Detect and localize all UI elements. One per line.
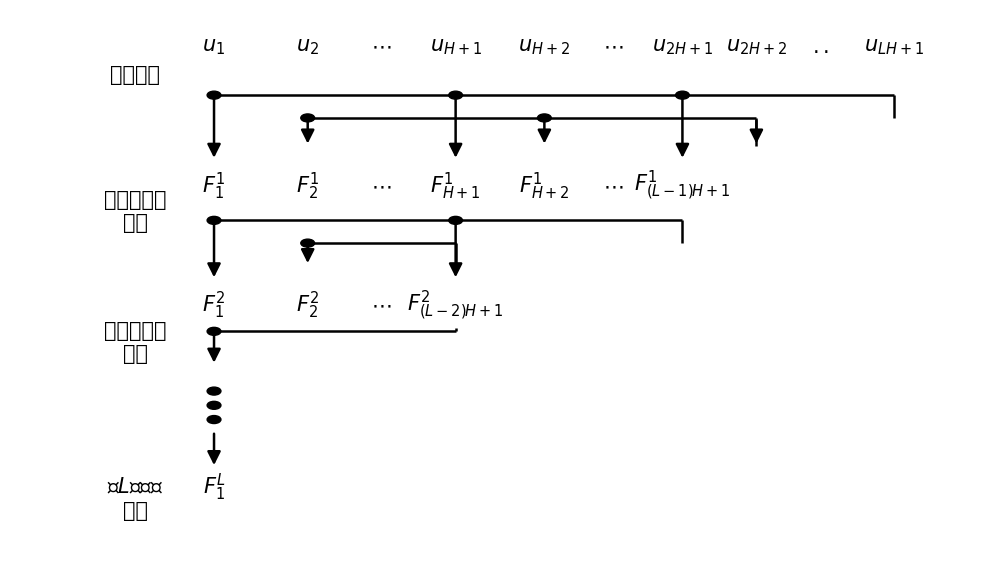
Text: $\cdots$: $\cdots$: [371, 176, 392, 196]
Text: 原始数据: 原始数据: [110, 65, 160, 85]
Text: $u_{H+2}$: $u_{H+2}$: [518, 37, 570, 57]
Text: $F_1^L$: $F_1^L$: [203, 472, 225, 504]
Text: $F_2^1$: $F_2^1$: [296, 171, 319, 202]
Circle shape: [207, 327, 221, 335]
Circle shape: [676, 91, 689, 99]
Text: $\cdots$: $\cdots$: [603, 176, 624, 196]
Text: $u_1$: $u_1$: [202, 37, 226, 57]
Text: $F_1^2$: $F_1^2$: [202, 290, 226, 321]
Circle shape: [207, 91, 221, 99]
Circle shape: [537, 114, 551, 122]
Circle shape: [449, 91, 463, 99]
Circle shape: [207, 216, 221, 224]
Text: $..$: $..$: [812, 37, 829, 57]
Text: 第$L$次迭代
结果: 第$L$次迭代 结果: [107, 477, 163, 521]
Text: $\cdots$: $\cdots$: [603, 37, 624, 57]
Text: $F_{H+1}^1$: $F_{H+1}^1$: [430, 171, 481, 202]
Text: $\cdots$: $\cdots$: [371, 37, 392, 57]
Text: $F_2^2$: $F_2^2$: [296, 290, 319, 321]
Circle shape: [207, 416, 221, 423]
Circle shape: [449, 216, 463, 224]
Text: $F_{H+2}^1$: $F_{H+2}^1$: [519, 171, 570, 202]
Text: $\cdots$: $\cdots$: [371, 296, 392, 316]
Circle shape: [301, 239, 315, 247]
Text: $F_{(L-1)H+1}^1$: $F_{(L-1)H+1}^1$: [634, 169, 731, 203]
Circle shape: [301, 114, 315, 122]
Text: $u_{H+1}$: $u_{H+1}$: [430, 37, 482, 57]
Circle shape: [207, 401, 221, 409]
Text: 第一次迭代
结果: 第一次迭代 结果: [104, 190, 166, 233]
Circle shape: [207, 387, 221, 395]
Text: $u_{2H+2}$: $u_{2H+2}$: [726, 37, 787, 57]
Text: $u_{2H+1}$: $u_{2H+1}$: [652, 37, 713, 57]
Text: $u_2$: $u_2$: [296, 37, 319, 57]
Text: $u_{LH+1}$: $u_{LH+1}$: [864, 37, 925, 57]
Text: 第二次迭代
结果: 第二次迭代 结果: [104, 321, 166, 364]
Text: $F_{(L-2)H+1}^2$: $F_{(L-2)H+1}^2$: [407, 289, 504, 323]
Text: $F_1^1$: $F_1^1$: [202, 171, 226, 202]
